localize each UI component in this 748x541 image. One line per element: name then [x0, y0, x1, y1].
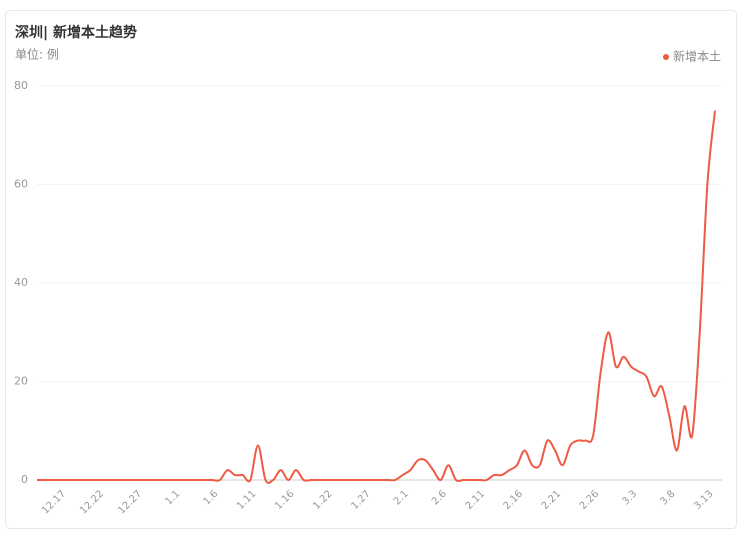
line: [37, 110, 716, 484]
y-tick-label: 60: [14, 178, 28, 191]
card: [5, 10, 737, 529]
y-tick-label: 20: [14, 375, 28, 388]
y-tick-label: 80: [14, 79, 28, 92]
chart-subtitle: 单位: 例: [15, 47, 59, 62]
legend-marker: [663, 54, 669, 60]
legend-label: 新增本土: [673, 49, 721, 64]
chart-title: 深圳| 新增本土趋势: [15, 24, 137, 41]
y-tick-label: 40: [14, 276, 28, 289]
y-tick-label: 0: [21, 473, 28, 486]
